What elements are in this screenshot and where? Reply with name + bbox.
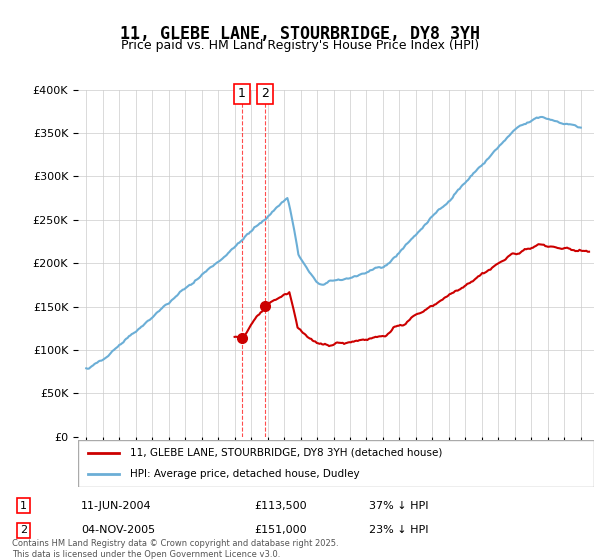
Text: 37% ↓ HPI: 37% ↓ HPI	[369, 501, 428, 511]
Text: 1: 1	[20, 501, 27, 511]
Text: 2: 2	[20, 525, 27, 535]
Text: 1: 1	[238, 87, 246, 100]
Text: Price paid vs. HM Land Registry's House Price Index (HPI): Price paid vs. HM Land Registry's House …	[121, 39, 479, 52]
FancyBboxPatch shape	[78, 440, 594, 487]
Text: 23% ↓ HPI: 23% ↓ HPI	[369, 525, 428, 535]
Text: Contains HM Land Registry data © Crown copyright and database right 2025.
This d: Contains HM Land Registry data © Crown c…	[12, 539, 338, 559]
Text: 2: 2	[261, 87, 269, 100]
Text: 04-NOV-2005: 04-NOV-2005	[81, 525, 155, 535]
Text: 11-JUN-2004: 11-JUN-2004	[81, 501, 152, 511]
Text: £113,500: £113,500	[254, 501, 307, 511]
Text: HPI: Average price, detached house, Dudley: HPI: Average price, detached house, Dudl…	[130, 469, 359, 479]
Text: £151,000: £151,000	[254, 525, 307, 535]
Text: 11, GLEBE LANE, STOURBRIDGE, DY8 3YH (detached house): 11, GLEBE LANE, STOURBRIDGE, DY8 3YH (de…	[130, 448, 442, 458]
Text: 11, GLEBE LANE, STOURBRIDGE, DY8 3YH: 11, GLEBE LANE, STOURBRIDGE, DY8 3YH	[120, 25, 480, 43]
